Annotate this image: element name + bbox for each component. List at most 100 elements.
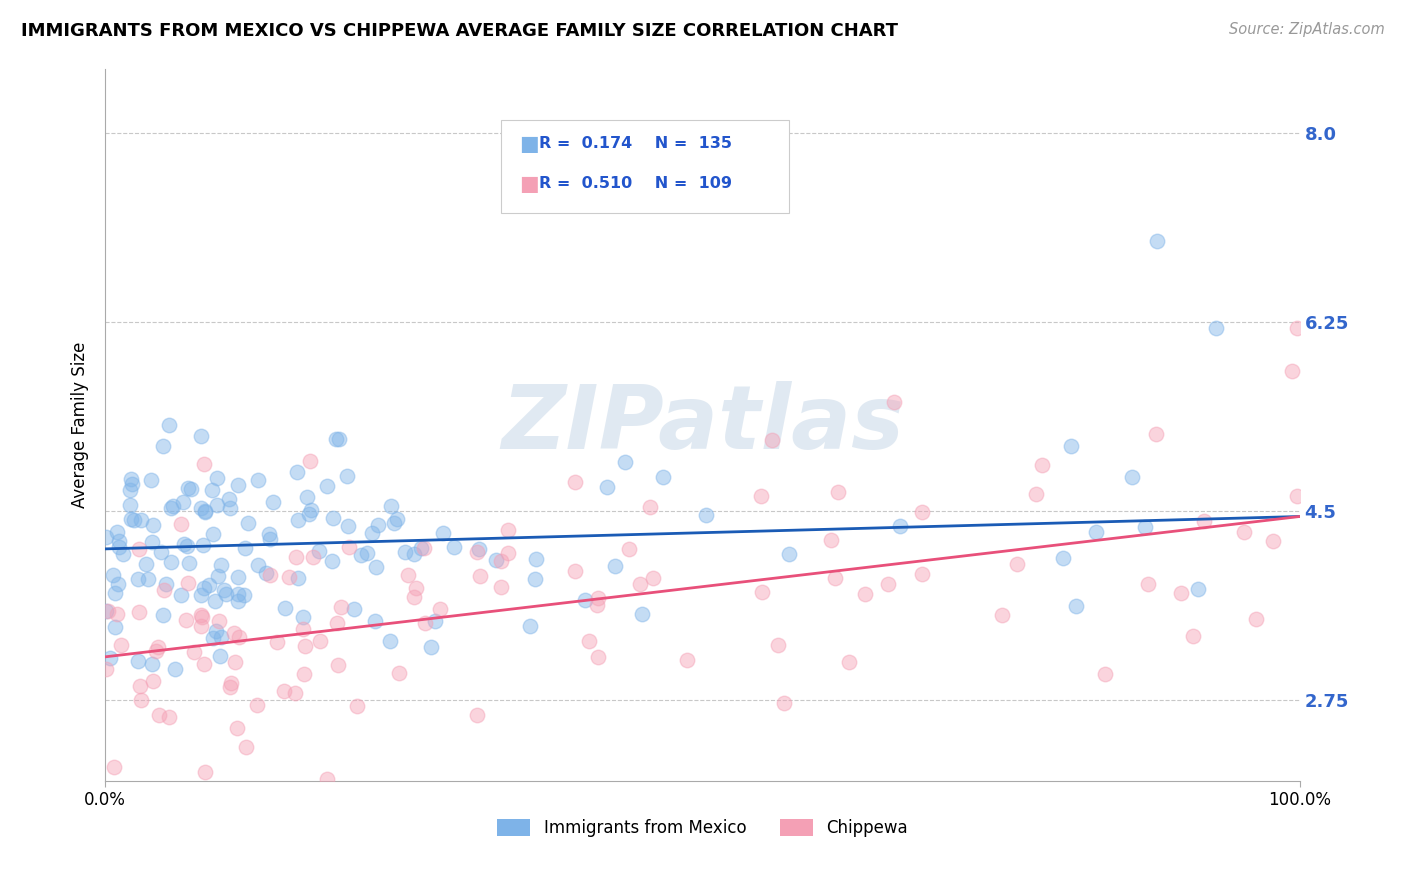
Point — [364, 615, 387, 629]
Point — [204, 594, 226, 608]
Point — [425, 614, 447, 628]
Point — [170, 516, 193, 531]
Point — [315, 479, 337, 493]
Point — [1205, 320, 1227, 334]
Text: Source: ZipAtlas.com: Source: ZipAtlas.com — [1229, 22, 1385, 37]
Point — [226, 586, 249, 600]
Point — [208, 648, 231, 663]
Point — [346, 699, 368, 714]
Point — [883, 395, 905, 409]
Point — [262, 494, 284, 508]
Point — [1031, 458, 1053, 472]
Point — [148, 708, 170, 723]
Point — [128, 572, 150, 586]
Point — [205, 471, 228, 485]
Point — [1170, 586, 1192, 600]
Point — [519, 619, 541, 633]
Point — [207, 569, 229, 583]
Point — [96, 531, 118, 545]
Point — [246, 473, 269, 487]
Point — [911, 505, 934, 519]
Point — [585, 598, 607, 612]
Point — [226, 722, 249, 736]
Point — [465, 544, 488, 558]
Point — [298, 508, 321, 522]
Point — [443, 541, 465, 555]
Point — [235, 740, 257, 755]
Point — [337, 540, 360, 554]
Point — [173, 537, 195, 551]
Point — [1187, 582, 1209, 596]
Point — [104, 620, 127, 634]
Point — [177, 575, 200, 590]
Point — [778, 547, 800, 561]
Point — [180, 483, 202, 497]
Point — [301, 550, 323, 565]
Point — [586, 591, 609, 606]
Point — [108, 540, 131, 554]
Point — [141, 657, 163, 671]
Point — [330, 599, 353, 614]
Point — [402, 591, 425, 605]
Point — [631, 607, 654, 621]
Point — [190, 610, 212, 624]
Point — [380, 634, 402, 648]
Point — [292, 622, 315, 636]
Point — [218, 492, 240, 507]
Point — [749, 489, 772, 503]
Point — [120, 498, 142, 512]
Point — [308, 633, 330, 648]
Point — [197, 577, 219, 591]
Point — [287, 513, 309, 527]
Point — [104, 585, 127, 599]
Point — [388, 666, 411, 681]
Point — [142, 517, 165, 532]
Point — [402, 547, 425, 561]
Point — [139, 473, 162, 487]
Point — [254, 566, 277, 580]
Point — [128, 542, 150, 557]
Point — [177, 557, 200, 571]
Point — [202, 526, 225, 541]
Point — [107, 576, 129, 591]
Point — [152, 438, 174, 452]
Point — [97, 604, 120, 618]
Point — [224, 655, 246, 669]
Point — [193, 657, 215, 671]
Point — [141, 534, 163, 549]
Point — [103, 760, 125, 774]
Point — [129, 679, 152, 693]
Point — [129, 693, 152, 707]
Point — [233, 541, 256, 555]
Point — [651, 469, 673, 483]
Point — [118, 483, 141, 498]
Point — [208, 614, 231, 628]
Point — [1060, 439, 1083, 453]
Point — [228, 631, 250, 645]
Point — [287, 571, 309, 585]
Point — [1233, 524, 1256, 539]
Point — [413, 541, 436, 555]
Point — [641, 571, 664, 585]
Point — [160, 556, 183, 570]
Point — [603, 558, 626, 573]
Point — [162, 499, 184, 513]
Point — [467, 541, 489, 556]
Point — [628, 576, 651, 591]
Point — [489, 580, 512, 594]
Point — [157, 710, 180, 724]
Point — [485, 553, 508, 567]
Point — [367, 517, 389, 532]
Point — [413, 616, 436, 631]
Text: R =  0.174    N =  135: R = 0.174 N = 135 — [538, 136, 733, 152]
Point — [278, 570, 301, 584]
Point — [1121, 470, 1143, 484]
Point — [292, 610, 315, 624]
Point — [120, 512, 142, 526]
Point — [838, 655, 860, 669]
Point — [1133, 520, 1156, 534]
Point — [177, 482, 200, 496]
Point — [394, 545, 416, 559]
Point — [396, 567, 419, 582]
Point — [111, 547, 134, 561]
